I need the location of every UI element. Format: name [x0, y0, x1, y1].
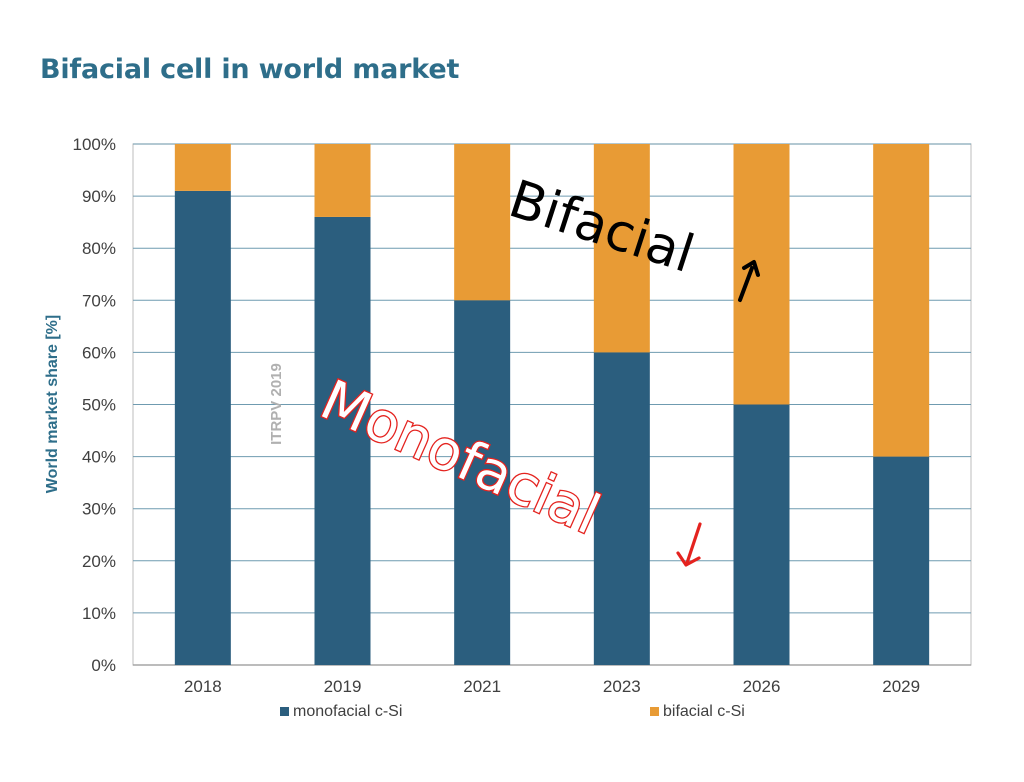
bar-bifacial-2023: [593, 144, 650, 353]
bars: [174, 144, 930, 665]
y-tick-label: 70%: [82, 291, 116, 310]
arrow-down-icon: [676, 522, 702, 567]
slide-title: Bifacial cell in world market: [40, 54, 460, 85]
y-tick-label: 30%: [82, 500, 116, 519]
y-tick-label: 80%: [82, 239, 116, 258]
bar-bifacial-2021: [454, 144, 511, 301]
legend: monofacial c-Si bifacial c-Si: [280, 703, 745, 720]
y-tick-label: 60%: [82, 343, 116, 362]
bar-bifacial-2026: [733, 144, 790, 405]
bar-monofacial-2019: [314, 216, 371, 665]
y-tick-label: 90%: [82, 187, 116, 206]
bar-bifacial-2019: [314, 144, 371, 217]
x-tick-label: 2023: [603, 677, 641, 696]
y-tick-label: 50%: [82, 396, 116, 415]
grid-lines: [133, 143, 971, 666]
bar-monofacial-2029: [873, 456, 930, 665]
legend-label-monofacial: monofacial c-Si: [293, 703, 402, 720]
x-tick-label: 2029: [882, 677, 920, 696]
x-tick-label: 2019: [324, 677, 362, 696]
y-tick-label: 40%: [82, 448, 116, 467]
arrow-up-icon: [738, 260, 760, 302]
x-tick-label: 2021: [463, 677, 501, 696]
bar-bifacial-2018: [174, 144, 231, 191]
bar-bifacial-2029: [873, 144, 930, 457]
bar-monofacial-2018: [174, 190, 231, 665]
y-axis-label: World market share [%]: [44, 315, 61, 493]
x-tick-label: 2026: [743, 677, 781, 696]
legend-label-bifacial: bifacial c-Si: [663, 703, 745, 720]
watermark: ITRPV 2019: [268, 363, 285, 445]
legend-swatch-monofacial: [280, 707, 289, 716]
bar-monofacial-2023: [593, 352, 650, 665]
y-tick-label: 100%: [73, 135, 116, 154]
bar-monofacial-2026: [733, 404, 790, 665]
bar-monofacial-2021: [454, 300, 511, 665]
y-tick-label: 0%: [91, 656, 116, 675]
y-axis-tick-labels: 0% 10% 20% 30% 40% 50% 60% 70% 80% 90% 100%: [73, 135, 116, 675]
x-tick-label: 2018: [184, 677, 222, 696]
y-tick-label: 20%: [82, 552, 116, 571]
y-tick-label: 10%: [82, 604, 116, 623]
x-axis-tick-labels: 2018 2019 2021 2023 2026 2029: [184, 677, 920, 696]
legend-swatch-bifacial: [650, 707, 659, 716]
